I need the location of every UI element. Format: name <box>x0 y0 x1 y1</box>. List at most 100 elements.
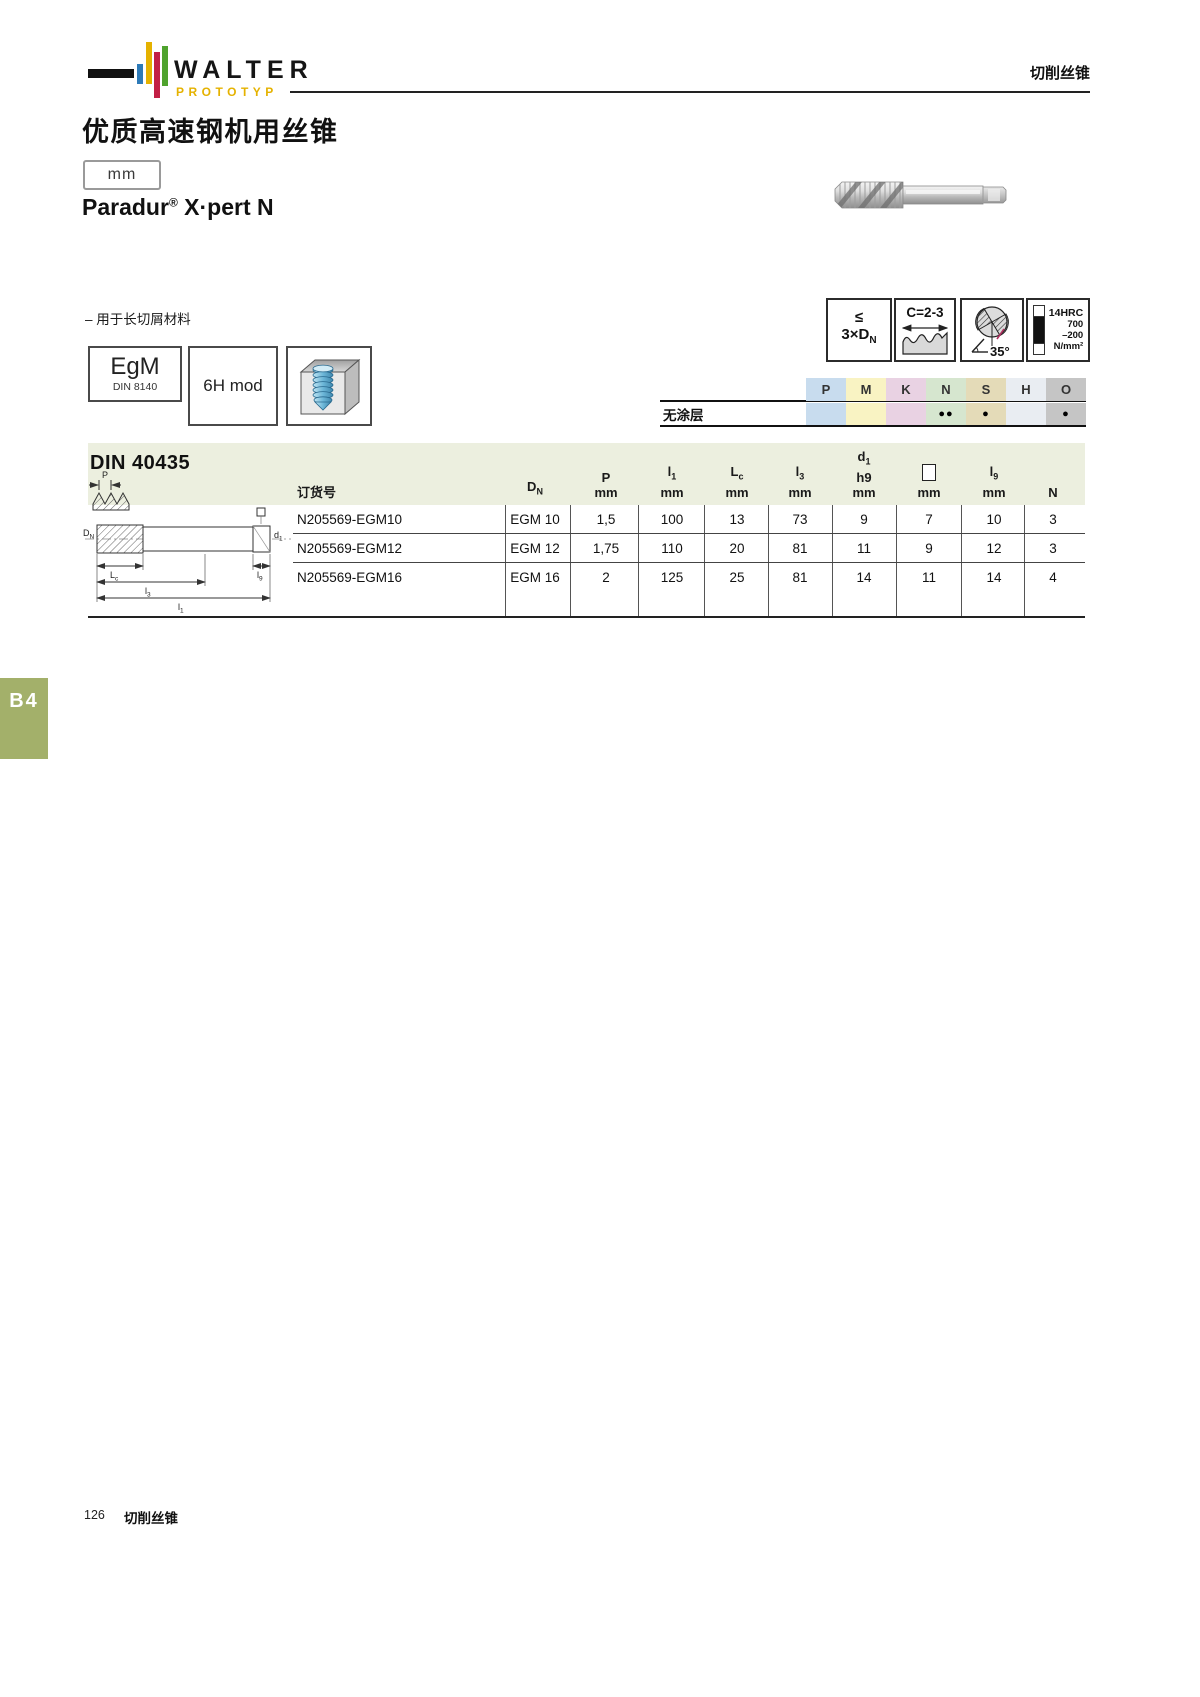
brand-name: WALTER <box>174 56 314 84</box>
internal-thread-cube-icon <box>299 358 361 416</box>
din-data-cell: EGM 10 <box>510 512 560 527</box>
feature-line: – 用于长切屑材料 <box>85 312 191 327</box>
square-length-label: l9 <box>257 570 263 583</box>
din-data-cell: 9 <box>860 512 868 527</box>
col-sep <box>832 505 833 617</box>
din-data-cell: 4 <box>1049 570 1057 585</box>
din-data-cell: 11 <box>856 541 871 556</box>
din-data-cell: 1,75 <box>592 541 620 556</box>
material-group-M: M <box>846 378 886 401</box>
helix-angle-icon-box: 35° <box>960 298 1024 362</box>
square-symbol-icon <box>256 507 266 517</box>
col-sep <box>768 505 769 617</box>
chamfer-label: C=2-3 <box>906 305 944 320</box>
chamfer-profile-icon <box>901 324 949 355</box>
logo-bar-red <box>154 52 160 98</box>
hardness-icon-box: 14HRC 700 –200 N/mm² <box>1026 298 1090 362</box>
din-col-header: l9 mm <box>982 464 1006 500</box>
din-data-cell: EGM 16 <box>510 570 560 585</box>
din-col-header: N <box>1048 485 1058 500</box>
page-number: 126 <box>84 1508 105 1522</box>
registered-mark: ® <box>168 195 178 210</box>
unit-badge: mm <box>83 160 161 190</box>
din-data-cell: 2 <box>602 570 610 585</box>
din-data-cell: 14 <box>986 570 1002 585</box>
hardness-gauge-icon <box>1032 305 1045 355</box>
din-col-header: l3 mm <box>788 464 812 500</box>
thread-depth-icon-box: ≤ 3×DN <box>826 298 892 362</box>
din-data-cell: 81 <box>792 570 808 585</box>
coating-row-label: 无涂层 <box>663 408 704 423</box>
logo-bar-blue <box>137 64 143 84</box>
din-data-cell: 3 <box>1049 512 1057 527</box>
chamfer-length-label: Lc <box>110 570 119 583</box>
nominal-diameter-label: DN <box>83 528 95 541</box>
product-name: Paradur® X·pert N <box>82 194 274 221</box>
walter-prototyp-logo: WALTER PROTOTYP <box>88 40 308 100</box>
din-data-cell: 110 <box>661 541 683 556</box>
page-title: 优质高速钢机用丝锥 <box>82 117 339 147</box>
chamfer-icon-box: C=2-3 <box>894 298 956 362</box>
row-sep <box>293 562 1085 563</box>
unit-badge-label: mm <box>107 166 137 183</box>
order-number-cell: N205569-EGM10 <box>297 512 403 527</box>
logo-dash <box>88 69 134 78</box>
depth-value: 3×DN <box>841 326 877 346</box>
tolerance-label: 6H mod <box>203 376 263 395</box>
material-group-N: N <box>926 378 966 401</box>
col-sep <box>896 505 897 617</box>
din-table-header-panel <box>88 443 1085 505</box>
din-data-cell: 73 <box>792 512 808 527</box>
square-shank-icon <box>922 464 936 481</box>
material-rating-P <box>806 403 846 425</box>
din-data-cell: 7 <box>925 512 933 527</box>
hardness-val2: –200 <box>1062 330 1084 341</box>
din-col-header: DN <box>527 479 543 497</box>
din-standard: DIN 40435 <box>90 452 191 474</box>
tap-technical-drawing: P DN d1 Lc l9 l3 l1 <box>83 470 291 614</box>
material-rating-S: ● <box>966 403 1006 425</box>
thread-form-label: EgM <box>110 353 160 380</box>
header-rule <box>290 91 1090 93</box>
thread-length-label: l3 <box>145 586 151 599</box>
hardness-val1: 700 <box>1067 319 1084 330</box>
din-data-cell: 20 <box>729 541 745 556</box>
less-equal-symbol: ≤ <box>854 309 864 326</box>
col-sep <box>570 505 571 617</box>
material-rating-K <box>886 403 926 425</box>
tolerance-box: 6H mod <box>188 346 278 426</box>
din-data-cell: 12 <box>986 541 1002 556</box>
hardness-unit: N/mm² <box>1053 341 1084 352</box>
order-number-cell: N205569-EGM16 <box>297 570 403 585</box>
thread-image-box <box>286 346 372 426</box>
din-data-cell: 25 <box>729 570 745 585</box>
col-sep <box>638 505 639 617</box>
brand-subname: PROTOTYP <box>176 85 278 99</box>
material-rating-O: ● <box>1046 403 1086 425</box>
helix-angle-icon: 35° <box>971 306 1010 358</box>
material-group-S: S <box>966 378 1006 401</box>
overall-length-label: l1 <box>178 602 184 614</box>
material-group-P: P <box>806 378 846 401</box>
din-data-cell: 125 <box>660 570 684 585</box>
pitch-label: P <box>102 470 108 480</box>
col-sep <box>1024 505 1025 617</box>
din-col-header: 订货号 <box>297 485 337 500</box>
material-group-O: O <box>1046 378 1086 401</box>
logo-bar-yellow <box>146 42 152 84</box>
material-table-top-rule <box>660 400 1086 402</box>
material-rating-H <box>1006 403 1046 425</box>
table-bottom-rule <box>88 616 1085 618</box>
product-variant: X·pert N <box>177 194 274 220</box>
shank-diameter-label: d1 <box>274 530 283 543</box>
din-data-cell: 1,5 <box>596 512 616 527</box>
din-data-cell: 9 <box>925 541 933 556</box>
footer-label: 切削丝锥 <box>124 1511 178 1526</box>
din-col-header: l1 mm <box>660 464 684 500</box>
material-table-bottom-rule <box>660 425 1086 427</box>
material-group-H: H <box>1006 378 1046 401</box>
col-sep <box>961 505 962 617</box>
din-data-cell: 81 <box>792 541 808 556</box>
